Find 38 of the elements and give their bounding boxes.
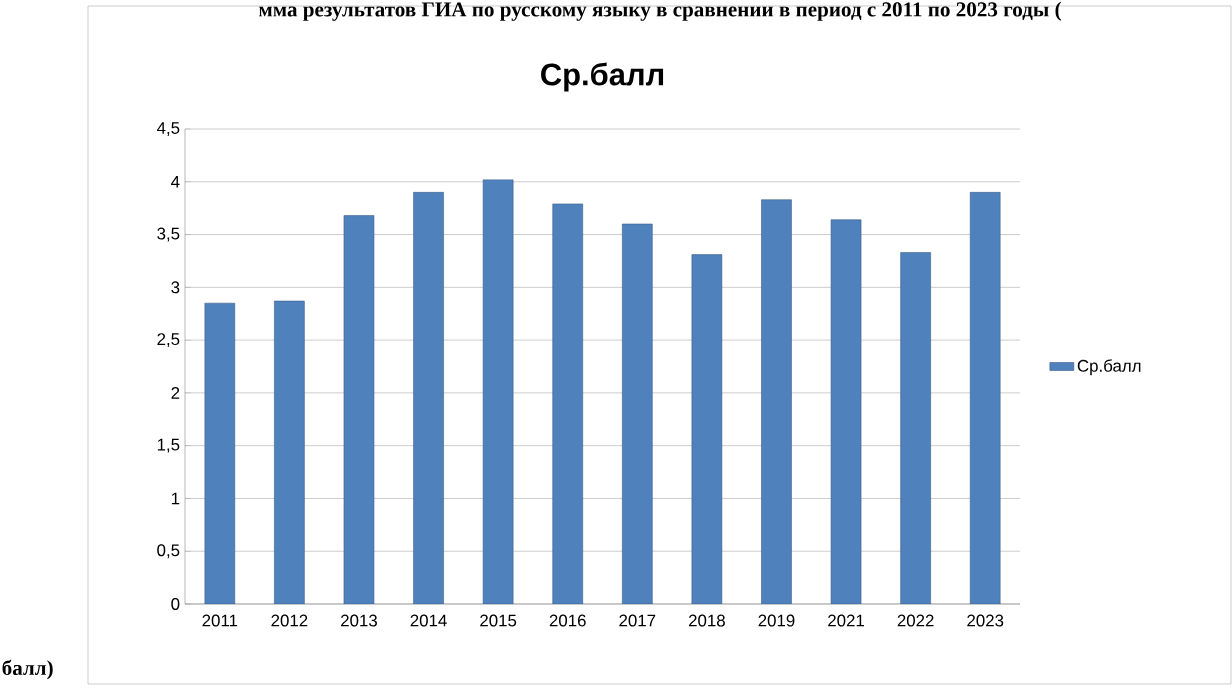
bar xyxy=(482,179,514,604)
x-tick-label: 2013 xyxy=(341,614,377,627)
bar xyxy=(552,203,583,604)
x-tick-label: 2018 xyxy=(688,614,725,627)
y-tick-label: 1 xyxy=(171,492,180,505)
x-tick-label: 2016 xyxy=(549,614,586,627)
chart-title: Ср.балл xyxy=(541,62,664,92)
bar xyxy=(900,252,931,604)
bar xyxy=(274,300,305,604)
bar xyxy=(691,254,723,604)
x-tick-label: 2015 xyxy=(480,614,517,627)
x-tick-label: 2014 xyxy=(410,614,447,627)
bar xyxy=(343,215,375,604)
text: мма результатов ГИА по русскому языку в сравнении в период с 2011 по 2023 годы ( xyxy=(258,1,1061,21)
bar xyxy=(969,192,1001,604)
y-tick-label: 3 xyxy=(171,281,180,294)
x-tick-label: 2011 xyxy=(202,614,238,627)
x-tick-label: 2017 xyxy=(619,614,656,627)
y-tick-label: 4,5 xyxy=(156,122,180,136)
y-tick-label: 0,5 xyxy=(157,544,180,559)
bar xyxy=(622,223,653,604)
y-tick-label: 2 xyxy=(171,387,180,399)
y-tick-label: 1,5 xyxy=(157,438,180,453)
y-tick-label: 2,5 xyxy=(157,333,180,348)
y-tick-label: 0 xyxy=(171,598,180,610)
text: балл) xyxy=(2,659,53,680)
bar xyxy=(830,219,862,604)
y-tick-label: 4 xyxy=(171,175,180,188)
x-tick-label: 2019 xyxy=(758,614,795,627)
legend-label: Ср.балл xyxy=(1077,359,1141,376)
bar xyxy=(761,199,792,604)
bar xyxy=(413,192,444,604)
bar xyxy=(204,302,236,604)
x-tick-label: 2021 xyxy=(828,614,864,627)
x-tick-label: 2022 xyxy=(897,614,934,627)
y-tick-label: 3,5 xyxy=(157,227,180,242)
x-tick-label: 2012 xyxy=(271,614,308,627)
x-tick-label: 2023 xyxy=(967,614,1004,627)
